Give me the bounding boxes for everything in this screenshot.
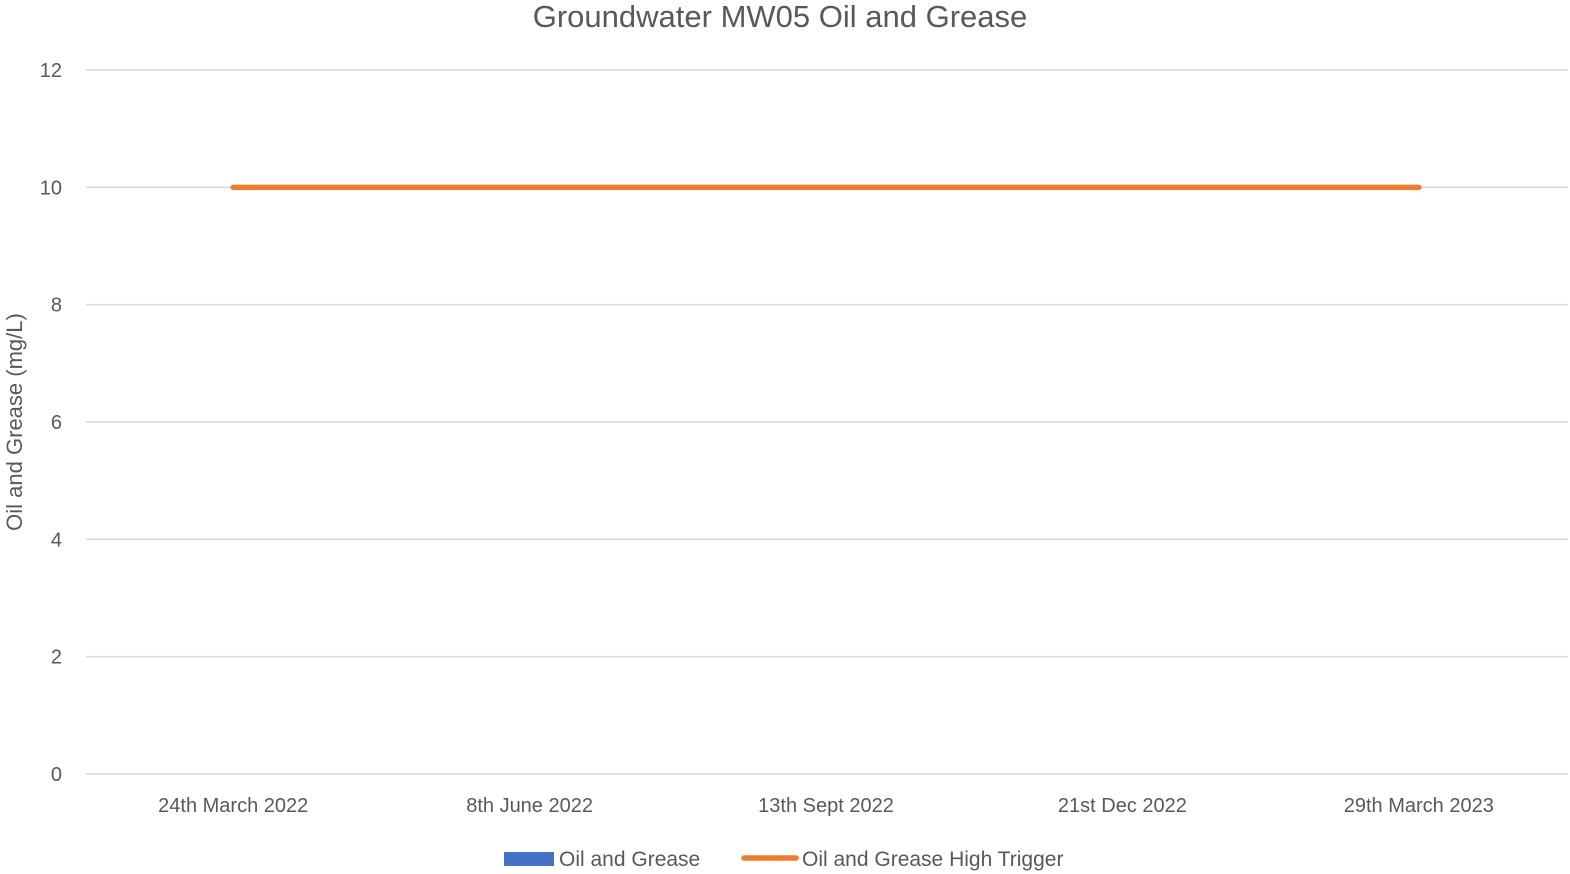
y-tick-label: 0 [51,764,62,786]
x-tick-label: 13th Sept 2022 [758,795,894,817]
legend-label: Oil and Grease [559,848,700,871]
x-axis-ticks: 24th March 2022 8th June 2022 13th Sept 20… [158,795,1494,817]
y-tick-label: 10 [40,177,62,199]
x-tick-label: 8th June 2022 [466,795,593,817]
chart-title: Groundwater MW05 Oil and Grease [533,0,1028,34]
legend: Oil and Grease Oil and Grease High Trigge… [504,848,1063,871]
y-tick-label: 8 [51,295,62,317]
legend-swatch-bar [504,852,554,866]
y-tick-label: 12 [40,60,62,82]
x-tick-label: 24th March 2022 [158,795,308,817]
gridlines [86,69,1568,775]
y-tick-label: 2 [51,647,62,669]
y-tick-label: 6 [51,412,62,434]
y-axis-label: Oil and Grease (mg/L) [2,313,27,531]
y-tick-label: 4 [51,529,62,551]
x-tick-label: 29th March 2023 [1344,795,1494,817]
y-axis-ticks: 0 2 4 6 8 10 12 [40,60,62,786]
legend-label: Oil and Grease High Trigger [802,848,1063,871]
x-tick-label: 21st Dec 2022 [1058,795,1187,817]
